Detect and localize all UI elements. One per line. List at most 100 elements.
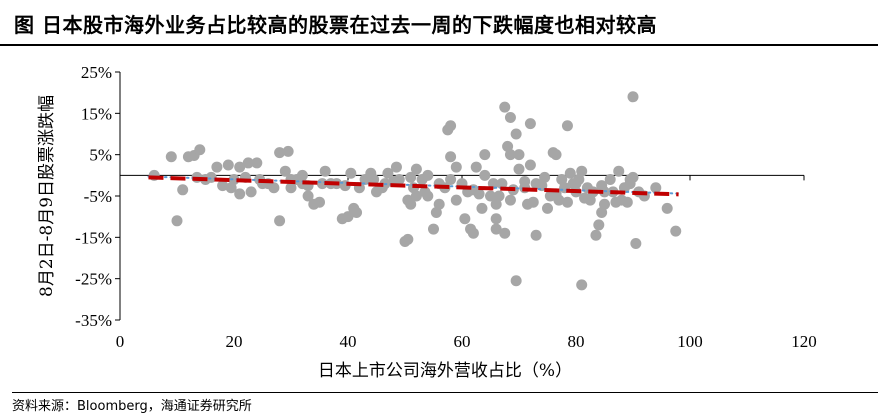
data-point (467, 227, 479, 239)
data-point (513, 149, 525, 161)
data-point (445, 151, 457, 163)
data-point (527, 196, 539, 208)
data-point (502, 140, 514, 152)
data-point (433, 198, 445, 210)
y-tick-label: -35% (75, 311, 112, 330)
x-axis-label: 日本上市公司海外营收占比（%） (318, 361, 572, 381)
source-note: 资料来源：Bloomberg，海通证券研究所 (12, 392, 878, 414)
y-tick-label: -5% (84, 187, 112, 206)
data-point (302, 190, 314, 202)
data-point (430, 207, 442, 219)
data-point (621, 196, 633, 208)
data-point (459, 213, 471, 225)
data-point (211, 161, 223, 173)
data-point (245, 186, 257, 198)
data-point (242, 157, 254, 169)
x-tick-label: 120 (791, 332, 817, 351)
data-point (650, 182, 662, 194)
y-tick-label: 25% (81, 63, 112, 82)
data-point (314, 196, 325, 208)
data-point (604, 173, 616, 185)
data-point (490, 223, 502, 235)
data-point (285, 182, 297, 194)
axis-labels: 日本上市公司海外营收占比（%） 8月2日-8月9日股票涨跌幅 (37, 95, 572, 381)
data-point (510, 275, 522, 287)
data-point (584, 194, 596, 206)
data-point (422, 190, 434, 202)
data-point (499, 101, 511, 113)
data-point (539, 171, 551, 183)
data-point (550, 149, 562, 161)
data-point (351, 207, 363, 219)
data-point (165, 151, 177, 163)
y-tick-label: -15% (75, 228, 112, 247)
data-point (402, 233, 414, 245)
y-tick-label: -25% (75, 270, 112, 289)
data-point (234, 161, 246, 173)
data-point (445, 173, 457, 185)
data-point (479, 169, 491, 181)
trend-lines (147, 175, 680, 197)
data-point (470, 161, 482, 173)
data-point (194, 144, 206, 156)
x-tick-label: 60 (454, 332, 471, 351)
y-axis-label: 8月2日-8月9日股票涨跌幅 (37, 95, 57, 297)
trend-line (148, 175, 679, 197)
data-point (599, 198, 610, 210)
data-point (234, 188, 246, 200)
data-point (422, 169, 434, 181)
scatter-chart: 25% 15% 5% -5% -15% -25% -35%0 20 40 60 80 100 120 日… (37, 63, 817, 381)
x-tick-label: 20 (226, 332, 243, 351)
data-point (661, 202, 673, 214)
data-point (319, 165, 331, 177)
data-point (670, 225, 682, 237)
y-tick-label: 15% (81, 104, 112, 123)
data-point (222, 159, 234, 171)
data-point (225, 182, 237, 194)
data-point (268, 182, 280, 194)
chart-title-bar: 图 日本股市海外业务占比较高的股票在过去一周的下跌幅度也相对较高 (0, 0, 878, 46)
data-point (596, 207, 608, 219)
data-point (450, 194, 462, 206)
x-tick-label: 40 (340, 332, 357, 351)
data-point (450, 161, 462, 173)
data-point (342, 211, 354, 223)
data-point (553, 194, 565, 206)
data-point (542, 202, 553, 214)
data-point (393, 173, 405, 185)
data-point (279, 165, 291, 177)
data-point (627, 91, 639, 103)
data-point (410, 163, 422, 175)
data-point (593, 219, 605, 231)
data-point (630, 238, 642, 250)
data-point (316, 178, 328, 190)
data-point (524, 118, 536, 130)
data-point (476, 202, 488, 214)
data-point (576, 165, 588, 177)
data-point (171, 215, 183, 227)
data-point (296, 169, 308, 181)
data-point (282, 145, 294, 157)
data-point (473, 188, 485, 200)
data-point (627, 171, 639, 183)
data-point (274, 147, 286, 159)
x-tick-label: 80 (568, 332, 585, 351)
data-point (613, 165, 625, 177)
data-point (561, 196, 573, 208)
data-point (177, 184, 189, 196)
data-point (368, 173, 380, 185)
data-point (345, 167, 357, 179)
data-point (590, 229, 602, 241)
data-point (405, 198, 417, 210)
data-point (445, 120, 457, 132)
data-point (576, 279, 588, 291)
data-point (573, 173, 585, 185)
data-point (530, 229, 542, 241)
data-point (504, 111, 516, 123)
data-point (205, 171, 217, 183)
data-point (405, 171, 417, 183)
chart-title: 图 日本股市海外业务占比较高的股票在过去一周的下跌幅度也相对较高 (14, 13, 657, 37)
data-point (504, 194, 516, 206)
data-point (390, 161, 402, 173)
data-point (561, 120, 573, 132)
